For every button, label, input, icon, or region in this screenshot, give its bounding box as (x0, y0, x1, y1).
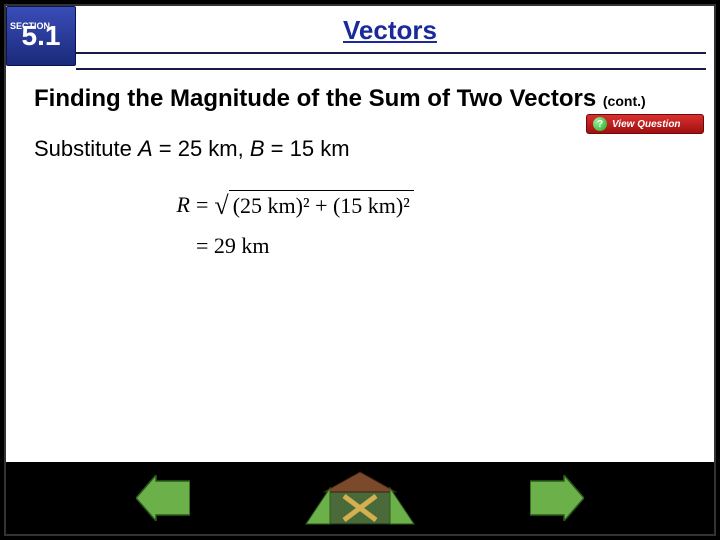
radical-icon: √ (214, 193, 228, 222)
eq-a: = 25 km, (153, 136, 250, 161)
result-value: = 29 km (196, 233, 270, 259)
radicand: (25 km)² + (15 km)² (229, 190, 414, 219)
result-row: = 29 km (144, 233, 686, 259)
substitute-line: Substitute A = 25 km, B = 15 km (34, 136, 686, 162)
chapter-title: Vectors (343, 15, 437, 46)
slide-header: SECTION 5.1 Vectors (6, 6, 714, 62)
footer-nav (6, 462, 714, 534)
content-area: Finding the Magnitude of the Sum of Two … (34, 84, 686, 259)
var-b: B (250, 136, 265, 161)
formula-row: R = √ (25 km)² + (15 km)² (144, 190, 686, 219)
section-badge: SECTION 5.1 (6, 6, 76, 66)
next-arrow-icon[interactable] (530, 475, 584, 521)
var-a: A (138, 136, 153, 161)
formula-eq: = (196, 192, 208, 218)
prev-arrow-icon[interactable] (136, 475, 190, 521)
sqrt-expression: √ (25 km)² + (15 km)² (214, 190, 413, 219)
header-rule (76, 52, 706, 70)
slide-heading: Finding the Magnitude of the Sum of Two … (34, 84, 686, 114)
heading-cont: (cont.) (603, 93, 646, 109)
formula-block: R = √ (25 km)² + (15 km)² = 29 km (144, 190, 686, 259)
eq-b: = 15 km (265, 136, 350, 161)
view-question-label: View Question (612, 119, 681, 130)
section-label: SECTION (10, 21, 50, 31)
slide: SECTION 5.1 Vectors Finding the Magnitud… (4, 4, 716, 536)
home-button-icon[interactable] (300, 470, 420, 526)
substitute-prefix: Substitute (34, 136, 138, 161)
formula-lhs: R (144, 192, 190, 218)
title-bar: Vectors (66, 10, 714, 50)
heading-text: Finding the Magnitude of the Sum of Two … (34, 85, 596, 112)
view-question-button[interactable]: ? View Question (586, 114, 704, 134)
question-icon: ? (593, 117, 607, 131)
